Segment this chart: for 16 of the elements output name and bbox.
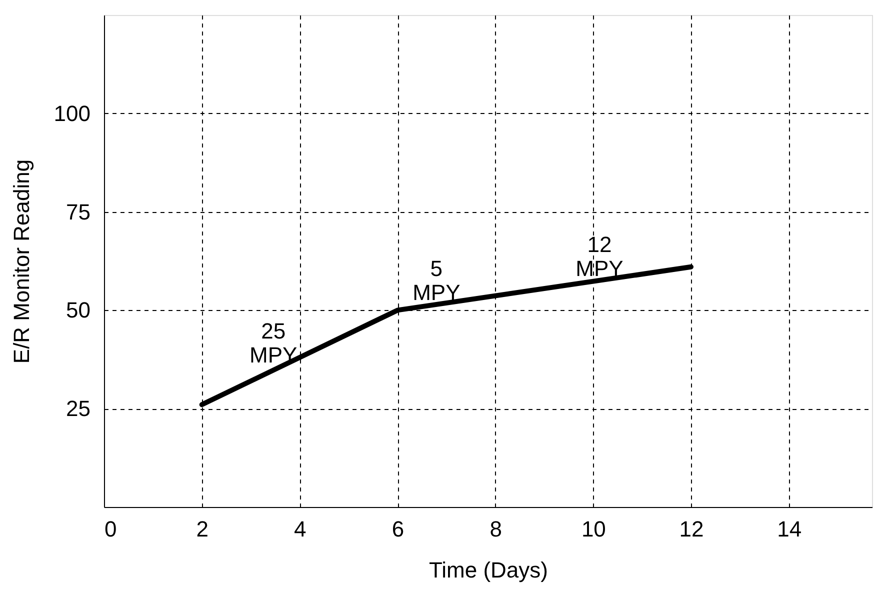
y-axis-title: E/R Monitor Reading	[8, 159, 34, 364]
x-axis-title: Time (Days)	[429, 558, 548, 582]
y-tick-label: 25	[66, 396, 90, 422]
x-tick-label: 12	[679, 516, 704, 542]
x-tick-label: 8	[490, 516, 502, 542]
x-tick-label: 0	[104, 516, 117, 542]
x-tick-label: 6	[392, 516, 404, 542]
y-tick-label: 75	[66, 199, 90, 224]
y-tick-label: 100	[54, 100, 90, 126]
annotation: 25 MPY	[250, 318, 298, 368]
x-tick-label: 10	[581, 516, 606, 542]
x-tick-label: 14	[777, 516, 802, 542]
annotation: 5 MPY	[412, 256, 461, 305]
x-tick-label: 2	[196, 516, 208, 542]
y-tick-label: 50	[66, 298, 90, 323]
x-tick-label: 4	[294, 516, 306, 542]
